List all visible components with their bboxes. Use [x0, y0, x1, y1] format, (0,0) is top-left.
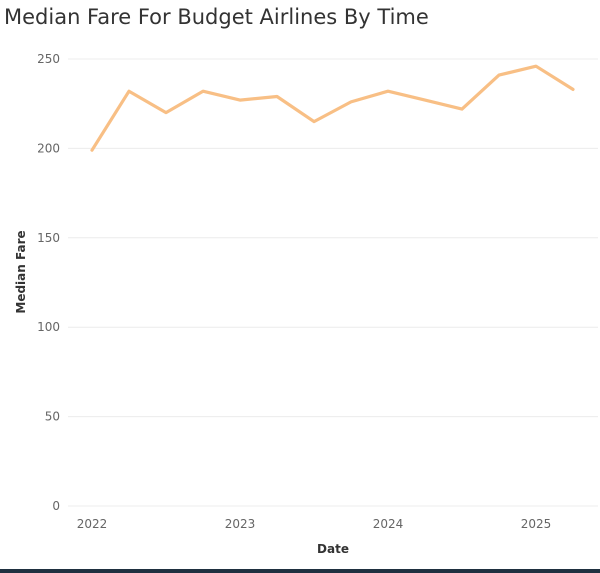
- data-point: [423, 98, 427, 102]
- x-tick-label: 2024: [373, 517, 404, 531]
- gridlines: [68, 58, 598, 507]
- data-point: [349, 100, 353, 104]
- y-tick-label: 50: [45, 410, 60, 424]
- x-axis-title: Date: [317, 542, 349, 556]
- data-point: [534, 64, 538, 68]
- x-tick-label: 2025: [521, 517, 552, 531]
- data-point: [238, 98, 242, 102]
- data-point: [460, 107, 464, 111]
- y-tick-label: 150: [37, 231, 60, 245]
- y-tick-label: 250: [37, 52, 60, 66]
- chart-title: Median Fare For Budget Airlines By Time: [4, 5, 429, 29]
- y-tick-label: 100: [37, 320, 60, 334]
- y-axis-ticks: 0 50 100 150 200 250: [37, 52, 60, 513]
- y-tick-label: 0: [52, 499, 60, 513]
- series-layer: [90, 64, 575, 152]
- data-point: [127, 89, 131, 93]
- data-point: [275, 95, 279, 99]
- bottom-bar: [0, 569, 600, 573]
- data-point: [90, 148, 94, 152]
- x-tick-label: 2022: [77, 517, 108, 531]
- y-tick-label: 200: [37, 141, 60, 155]
- data-point: [497, 73, 501, 77]
- data-point: [201, 89, 205, 93]
- data-point: [312, 120, 316, 124]
- x-axis-ticks: 2022 2023 2024 2025: [77, 517, 552, 531]
- series-line-0: [90, 64, 575, 152]
- x-tick-label: 2023: [225, 517, 256, 531]
- data-point: [164, 111, 168, 115]
- data-point: [386, 89, 390, 93]
- y-axis-title: Median Fare: [14, 230, 28, 313]
- data-point: [571, 87, 575, 91]
